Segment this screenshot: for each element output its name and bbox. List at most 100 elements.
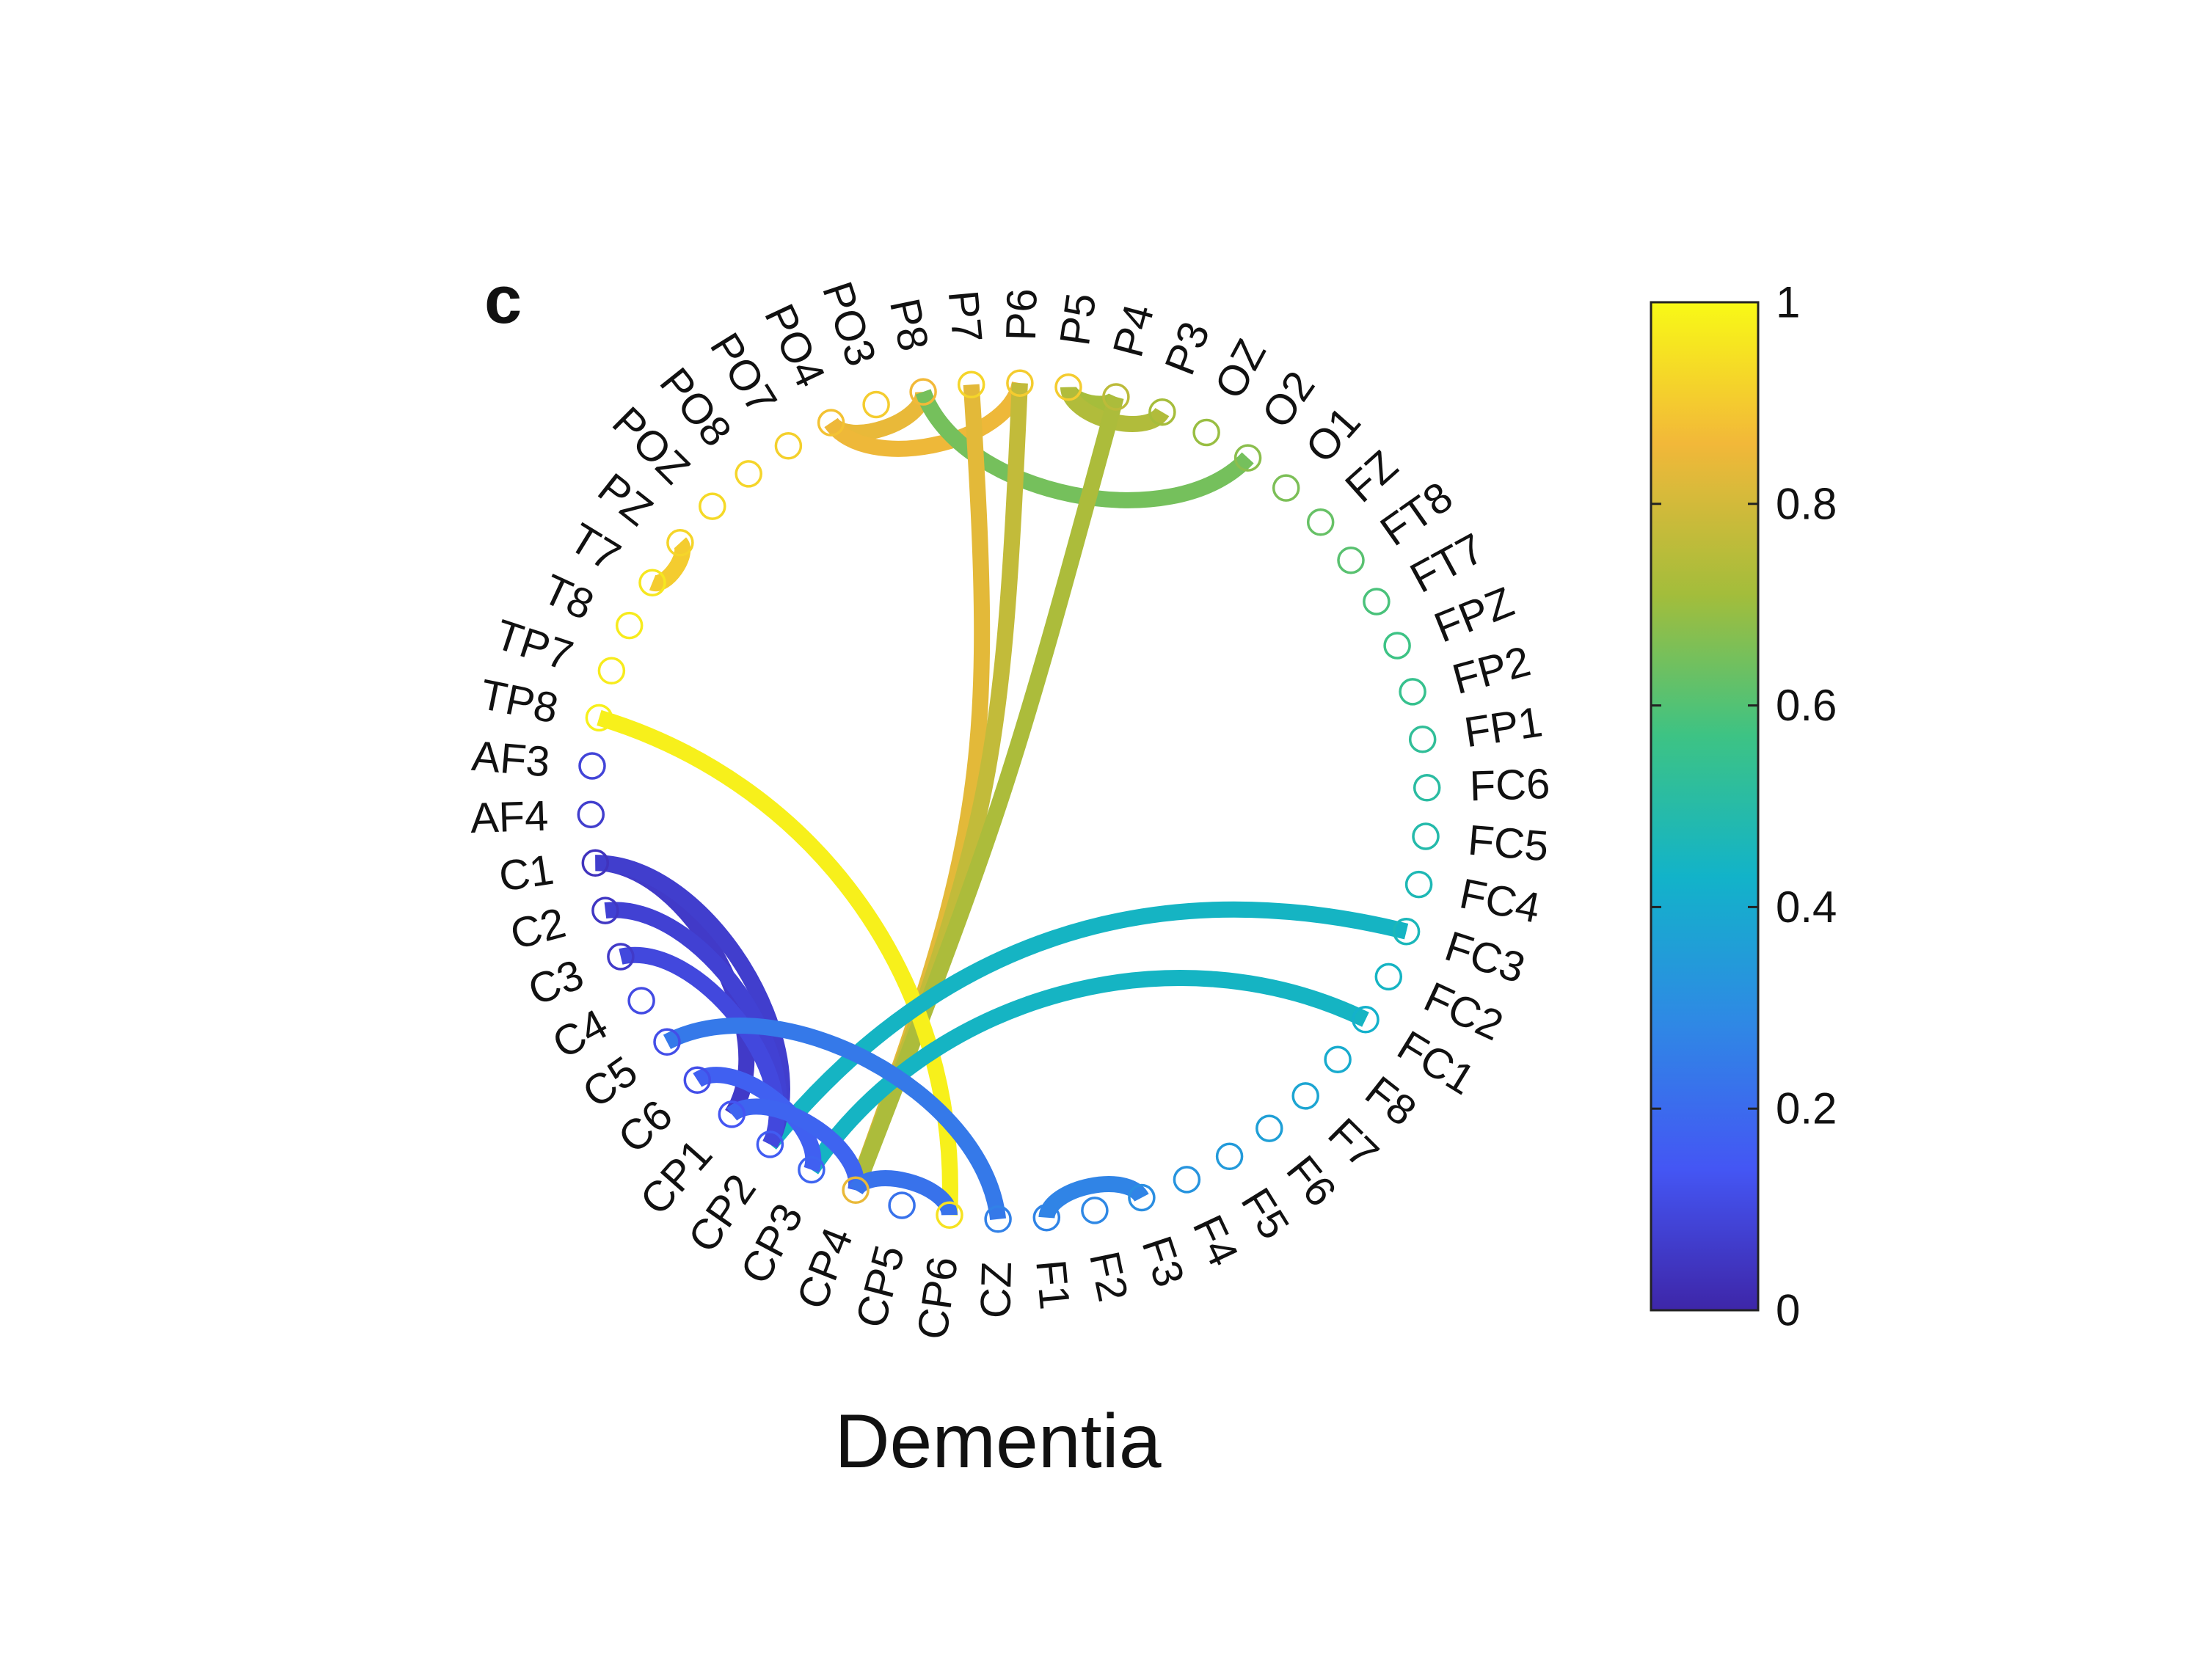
node-po3 bbox=[862, 390, 890, 419]
node-fp2 bbox=[1399, 678, 1426, 706]
node-t8 bbox=[615, 611, 644, 640]
node-po8 bbox=[735, 460, 762, 488]
node-f1 bbox=[1032, 1203, 1061, 1232]
colorbar: 0 0.2 0.4 0.6 0.8 1 bbox=[1650, 278, 1837, 1335]
node-label-fp2: FP2 bbox=[1448, 637, 1536, 704]
connection-c5-cz bbox=[663, 1017, 1007, 1221]
node-fpz bbox=[1383, 632, 1411, 660]
node-label-fc6: FC6 bbox=[1469, 760, 1551, 810]
node-label-c2: C2 bbox=[506, 899, 571, 959]
node-p4 bbox=[1102, 383, 1130, 411]
node-cp1 bbox=[718, 1100, 746, 1128]
connection-cp1-cp4 bbox=[726, 1098, 864, 1192]
node-label-f3: F3 bbox=[1132, 1230, 1193, 1293]
node-fc4 bbox=[1404, 870, 1433, 899]
node-o1 bbox=[1272, 474, 1300, 502]
node-f7 bbox=[1291, 1082, 1319, 1110]
node-f8 bbox=[1324, 1045, 1352, 1073]
node-label-fp1: FP1 bbox=[1461, 698, 1545, 756]
connection-arcs bbox=[594, 381, 1409, 1221]
node-c6 bbox=[683, 1066, 712, 1094]
node-pz bbox=[666, 529, 694, 557]
node-oz bbox=[1192, 418, 1220, 447]
node-fc6 bbox=[1413, 774, 1441, 802]
node-label-f4: F4 bbox=[1184, 1208, 1248, 1274]
node-label-p8: P8 bbox=[881, 294, 938, 355]
node-label-c3: C3 bbox=[522, 950, 590, 1015]
node-c1 bbox=[581, 849, 610, 877]
node-o2 bbox=[1233, 444, 1262, 472]
node-f5 bbox=[1215, 1142, 1244, 1171]
node-label-af3: AF3 bbox=[470, 732, 551, 786]
figure-caption: Dementia bbox=[834, 1399, 1161, 1484]
node-f3 bbox=[1128, 1183, 1156, 1212]
connection-fc3-cp2 bbox=[763, 901, 1409, 1150]
node-label-c1: C1 bbox=[496, 846, 557, 901]
node-label-cp6: CP6 bbox=[908, 1254, 967, 1343]
node-label-t8: T8 bbox=[536, 565, 601, 629]
colorbar-ticks: 0 0.2 0.4 0.6 0.8 1 bbox=[1651, 278, 1837, 1335]
node-cp3 bbox=[798, 1155, 826, 1184]
node-c2 bbox=[591, 896, 619, 924]
node-cz bbox=[984, 1205, 1012, 1233]
connection-cp4-cp6 bbox=[848, 1170, 958, 1217]
node-fc2 bbox=[1374, 963, 1403, 991]
node-af4 bbox=[577, 800, 605, 828]
panel-letter: c bbox=[484, 263, 522, 337]
node-label-p6: P6 bbox=[997, 288, 1046, 341]
node-c5 bbox=[653, 1028, 681, 1056]
connection-fc1-cp3 bbox=[804, 970, 1369, 1175]
node-fc1 bbox=[1352, 1006, 1380, 1034]
node-label-f2: F2 bbox=[1080, 1247, 1137, 1306]
node-label-fc5: FC5 bbox=[1466, 817, 1550, 871]
node-f6 bbox=[1255, 1114, 1283, 1142]
node-po7 bbox=[774, 431, 803, 460]
node-af3 bbox=[578, 752, 606, 780]
node-fz bbox=[1306, 508, 1335, 536]
node-p6 bbox=[1006, 369, 1034, 397]
node-cp4 bbox=[842, 1176, 870, 1205]
node-label-fc4: FC4 bbox=[1456, 869, 1544, 932]
electrode-nodes bbox=[577, 369, 1441, 1233]
node-p8 bbox=[909, 378, 937, 406]
electrode-labels: P6 P5P4P3OZO2O1FZFT8FT7FPZFP2FP1FC6FC5FC4… bbox=[470, 276, 1550, 1343]
node-tp7 bbox=[597, 657, 626, 685]
node-p7 bbox=[957, 370, 985, 399]
connection-pz-t7 bbox=[649, 537, 691, 591]
colorbar-tick-label: 0 bbox=[1776, 1286, 1800, 1335]
colorbar-tick-label: 1 bbox=[1776, 278, 1800, 327]
colorbar-gradient bbox=[1650, 301, 1760, 1312]
node-label-f1: F1 bbox=[1027, 1257, 1079, 1311]
node-label-tp8: TP8 bbox=[476, 671, 562, 733]
node-cp2 bbox=[756, 1131, 784, 1158]
connection-c6-cp3 bbox=[693, 1067, 822, 1173]
node-po4 bbox=[817, 409, 845, 437]
node-fp1 bbox=[1408, 725, 1437, 753]
node-label-af4: AF4 bbox=[470, 792, 549, 842]
node-cp5 bbox=[888, 1191, 916, 1219]
colorbar-tick-label: 0.8 bbox=[1776, 479, 1837, 528]
node-label-cp5: CP5 bbox=[847, 1241, 914, 1333]
node-poz bbox=[699, 492, 726, 520]
node-p5 bbox=[1054, 373, 1082, 401]
connection-f1-f3 bbox=[1038, 1176, 1149, 1220]
node-c4 bbox=[627, 987, 655, 1015]
node-label-p3: P3 bbox=[1156, 315, 1219, 381]
node-ft8 bbox=[1337, 546, 1365, 574]
node-p3 bbox=[1148, 398, 1176, 426]
node-f2 bbox=[1081, 1197, 1109, 1224]
node-tp8 bbox=[585, 704, 613, 732]
node-label-cz: CZ bbox=[972, 1261, 1021, 1319]
colorbar-tick-label: 0.4 bbox=[1776, 883, 1837, 932]
node-ft7 bbox=[1363, 588, 1391, 616]
node-t7 bbox=[638, 569, 666, 596]
connection-p8-o2 bbox=[915, 389, 1254, 508]
node-f4 bbox=[1173, 1166, 1201, 1194]
colorbar-tick-label: 0.6 bbox=[1776, 681, 1837, 730]
node-fc3 bbox=[1392, 917, 1421, 946]
connection-po4-p6 bbox=[824, 381, 1028, 457]
node-label-p7: P7 bbox=[939, 288, 991, 345]
connection-p4-cp4 bbox=[848, 395, 1124, 1194]
node-fc5 bbox=[1412, 822, 1440, 850]
